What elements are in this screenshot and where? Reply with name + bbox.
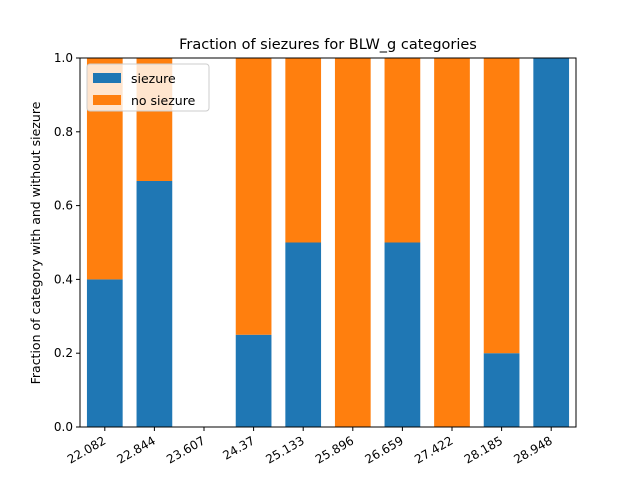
x-tick-label: 22.844: [115, 433, 158, 466]
legend-swatch: [93, 95, 121, 105]
x-tick-label: 24.37: [220, 433, 257, 462]
x-tick-label: 28.948: [511, 433, 554, 466]
bars-group: [86, 58, 570, 427]
bar-no-siezure-5: [334, 58, 371, 427]
bar-no-siezure-3: [235, 58, 272, 335]
bar-no-siezure-6: [384, 58, 421, 243]
plot-frame: [79, 57, 577, 428]
bar-siezure-1: [136, 180, 173, 427]
y-tick-label: 0.2: [54, 346, 73, 360]
y-tick-label: 0.0: [54, 420, 73, 434]
x-tick-label: 28.185: [462, 433, 505, 466]
x-tick-label: 25.896: [313, 433, 356, 466]
x-tick-label: 26.659: [363, 433, 406, 466]
y-tick-label: 0.8: [54, 125, 73, 139]
y-axis-label: Fraction of category with and without si…: [28, 101, 43, 384]
legend: siezure no siezure: [86, 63, 210, 112]
x-tick-label: 23.607: [164, 433, 207, 466]
y-tick-label: 1.0: [54, 51, 73, 65]
bar-siezure-9: [533, 58, 570, 427]
y-tick-label: 0.4: [54, 272, 73, 286]
x-tick-label: 27.422: [412, 433, 455, 466]
x-tick-label: 22.082: [65, 433, 108, 466]
legend-swatch: [93, 73, 121, 83]
legend-label: siezure: [131, 71, 176, 86]
legend-label: no siezure: [131, 93, 196, 108]
bar-siezure-8: [483, 353, 520, 427]
bar-siezure-4: [285, 242, 322, 427]
bar-no-siezure-8: [483, 58, 520, 354]
bar-siezure-6: [384, 242, 421, 427]
bar-siezure-3: [235, 334, 272, 427]
bar-no-siezure-7: [434, 58, 470, 427]
bar-no-siezure-4: [285, 58, 322, 243]
chart-title: Fraction of siezures for BLW_g categorie…: [179, 37, 477, 53]
bar-siezure-0: [86, 279, 123, 427]
x-tick-label: 25.133: [263, 433, 306, 466]
y-tick-label: 0.6: [54, 199, 73, 213]
